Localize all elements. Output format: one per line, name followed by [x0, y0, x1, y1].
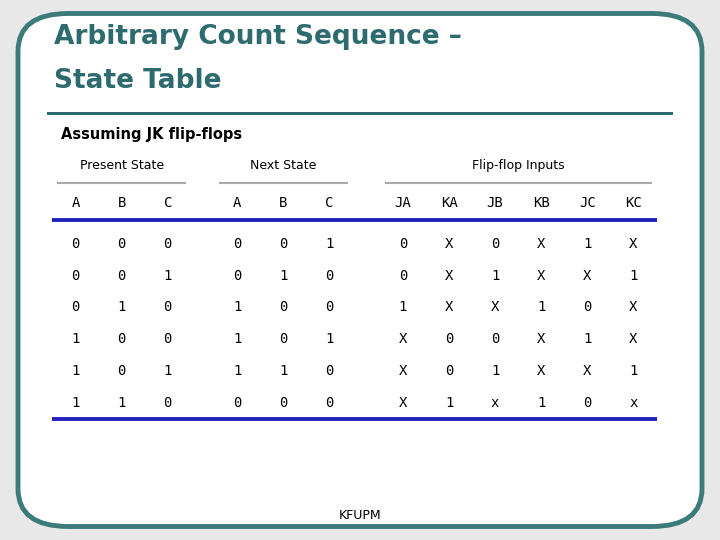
Text: 1: 1 [325, 332, 333, 346]
Text: 0: 0 [399, 237, 408, 251]
Text: 1: 1 [117, 395, 126, 409]
Text: 1: 1 [71, 332, 80, 346]
Text: 0: 0 [325, 364, 333, 378]
Text: X: X [445, 269, 453, 283]
Text: 0: 0 [163, 300, 172, 314]
Text: X: X [583, 364, 591, 378]
Text: JC: JC [579, 196, 595, 210]
Text: 0: 0 [163, 237, 172, 251]
Text: 0: 0 [325, 300, 333, 314]
Text: 1: 1 [445, 395, 453, 409]
Text: X: X [629, 237, 637, 251]
Text: Arbitrary Count Sequence –: Arbitrary Count Sequence – [54, 24, 462, 50]
Text: KFUPM: KFUPM [338, 509, 382, 522]
Text: 0: 0 [279, 395, 287, 409]
Text: 1: 1 [71, 395, 80, 409]
Text: 1: 1 [629, 364, 637, 378]
Text: 1: 1 [325, 237, 333, 251]
Text: 1: 1 [117, 300, 126, 314]
Text: 1: 1 [491, 269, 499, 283]
Text: 0: 0 [325, 269, 333, 283]
Text: C: C [325, 196, 333, 210]
Text: 0: 0 [399, 269, 408, 283]
Text: 1: 1 [233, 364, 241, 378]
Text: 1: 1 [629, 269, 637, 283]
Text: 1: 1 [163, 269, 172, 283]
Text: B: B [279, 196, 287, 210]
Text: X: X [537, 269, 545, 283]
Text: 1: 1 [279, 269, 287, 283]
Text: KC: KC [625, 196, 642, 210]
Text: 0: 0 [583, 300, 591, 314]
Text: JB: JB [487, 196, 503, 210]
Text: State Table: State Table [54, 68, 222, 93]
Text: X: X [629, 300, 637, 314]
Text: C: C [163, 196, 172, 210]
Text: 1: 1 [71, 364, 80, 378]
Text: Assuming JK flip-flops: Assuming JK flip-flops [61, 127, 243, 142]
Text: X: X [583, 269, 591, 283]
Text: x: x [491, 395, 499, 409]
Text: X: X [399, 364, 408, 378]
Text: x: x [629, 395, 637, 409]
Text: 0: 0 [445, 364, 453, 378]
Text: X: X [399, 332, 408, 346]
Text: X: X [629, 332, 637, 346]
Text: 0: 0 [71, 300, 80, 314]
Text: 1: 1 [491, 364, 499, 378]
Text: 1: 1 [583, 237, 591, 251]
Text: X: X [537, 237, 545, 251]
Text: 0: 0 [491, 332, 499, 346]
Text: A: A [233, 196, 241, 210]
Text: 0: 0 [71, 269, 80, 283]
Text: 0: 0 [491, 237, 499, 251]
Text: 0: 0 [163, 332, 172, 346]
Text: KB: KB [533, 196, 549, 210]
Text: 1: 1 [279, 364, 287, 378]
Text: 0: 0 [445, 332, 453, 346]
Text: B: B [117, 196, 126, 210]
Text: 0: 0 [117, 237, 126, 251]
Text: X: X [537, 364, 545, 378]
Text: X: X [445, 300, 453, 314]
Text: 0: 0 [71, 237, 80, 251]
Text: 0: 0 [233, 395, 241, 409]
Text: 0: 0 [279, 300, 287, 314]
Text: 0: 0 [279, 237, 287, 251]
Text: 0: 0 [117, 269, 126, 283]
Text: 0: 0 [233, 269, 241, 283]
Text: X: X [445, 237, 453, 251]
Text: KA: KA [441, 196, 457, 210]
Text: X: X [399, 395, 408, 409]
Text: 0: 0 [279, 332, 287, 346]
Text: 1: 1 [537, 395, 545, 409]
Text: Present State: Present State [80, 159, 163, 172]
Text: 1: 1 [233, 332, 241, 346]
Text: Flip-flop Inputs: Flip-flop Inputs [472, 159, 564, 172]
Text: 1: 1 [537, 300, 545, 314]
Text: 1: 1 [583, 332, 591, 346]
Text: A: A [71, 196, 80, 210]
Text: 0: 0 [583, 395, 591, 409]
Text: 1: 1 [399, 300, 408, 314]
Text: X: X [537, 332, 545, 346]
Text: Next State: Next State [250, 159, 316, 172]
Text: JA: JA [395, 196, 411, 210]
Text: 0: 0 [233, 237, 241, 251]
Text: 1: 1 [163, 364, 172, 378]
Text: 0: 0 [163, 395, 172, 409]
Text: 0: 0 [117, 332, 126, 346]
Text: X: X [491, 300, 499, 314]
Text: 0: 0 [325, 395, 333, 409]
Text: 1: 1 [233, 300, 241, 314]
Text: 0: 0 [117, 364, 126, 378]
